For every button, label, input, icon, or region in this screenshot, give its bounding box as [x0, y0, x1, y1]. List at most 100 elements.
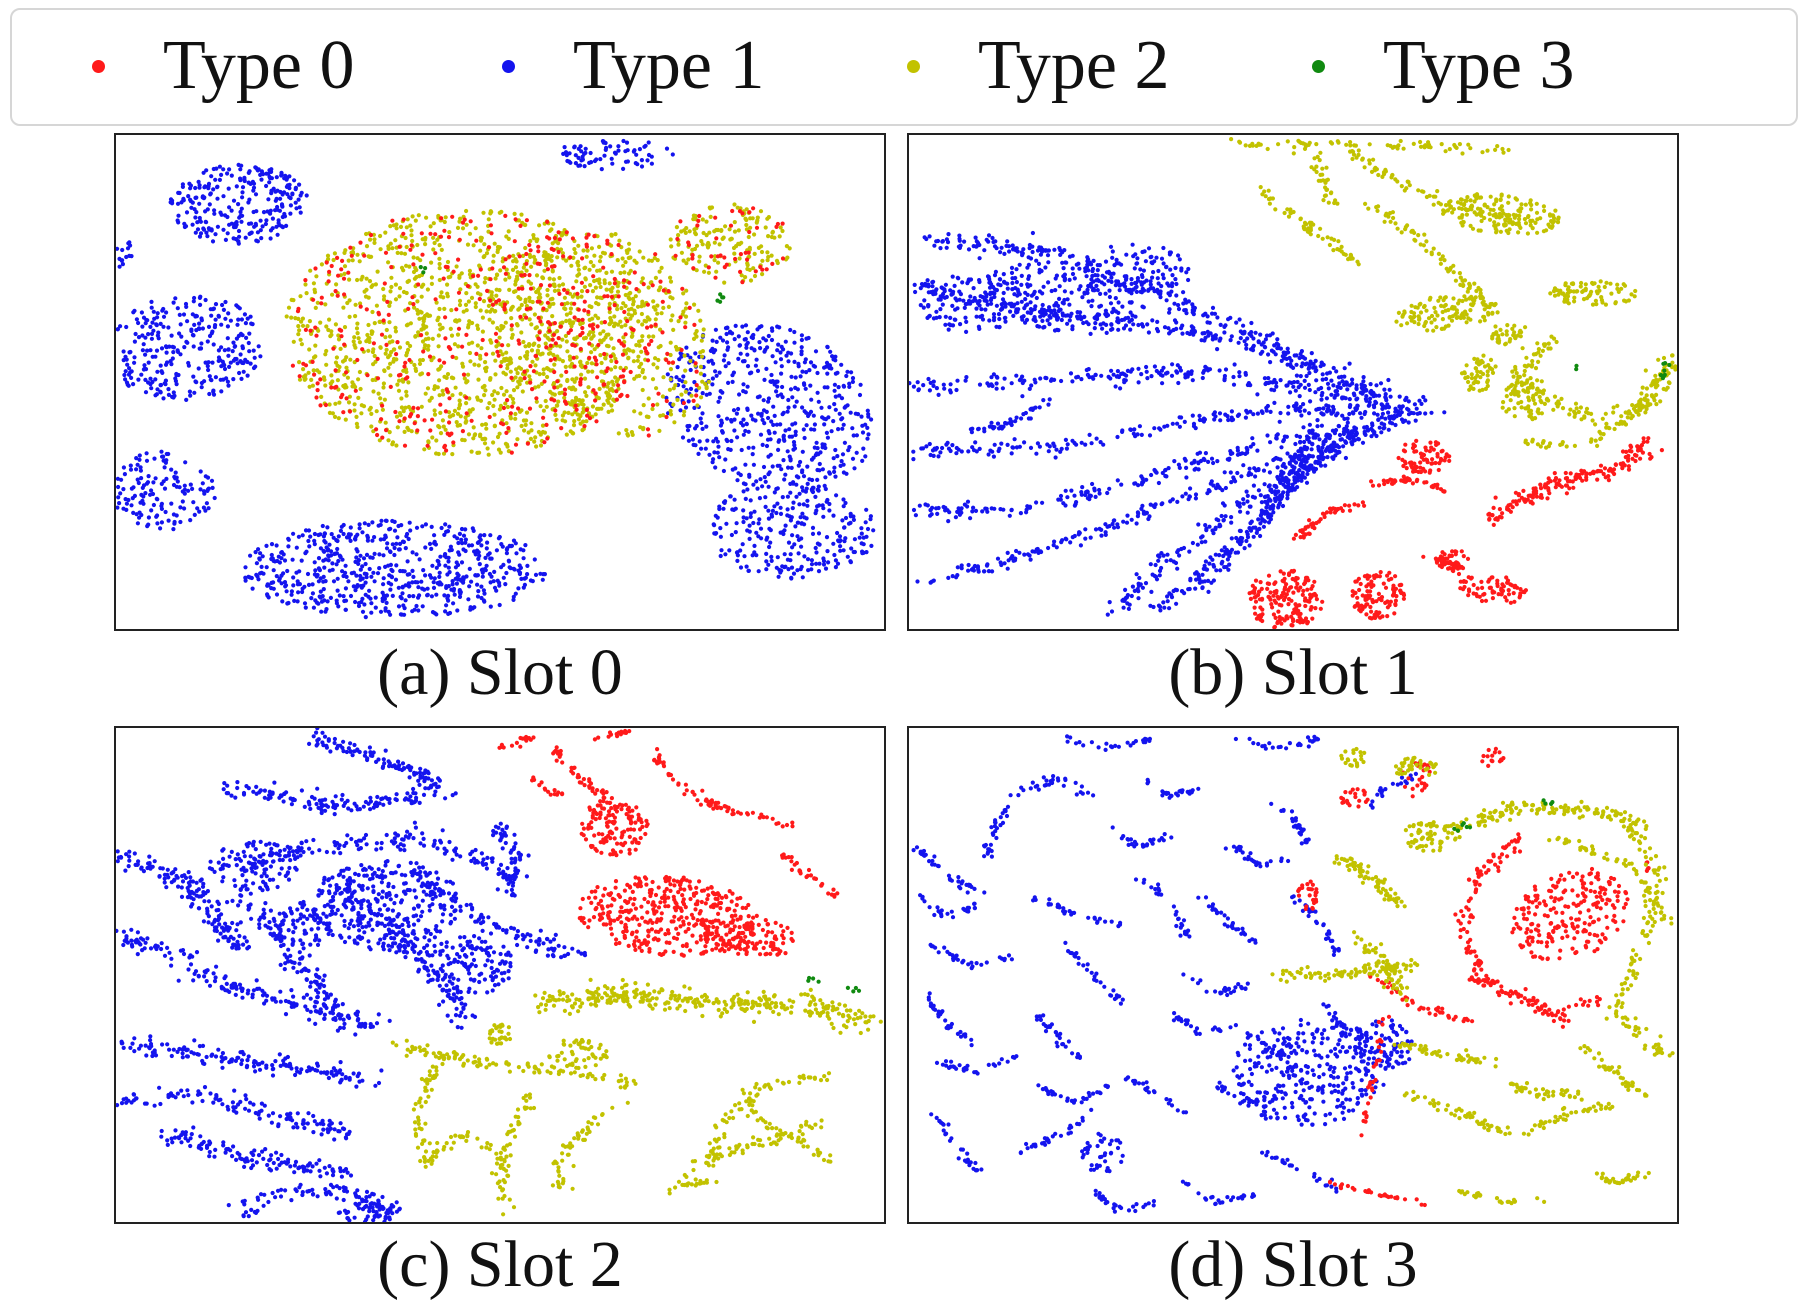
point-type-2 — [334, 355, 339, 360]
point-type-2 — [536, 289, 541, 294]
point-type-1 — [447, 548, 452, 553]
point-type-0 — [411, 262, 416, 267]
point-type-0 — [469, 418, 474, 423]
point-type-1 — [271, 568, 276, 573]
point-type-2 — [417, 316, 422, 321]
point-type-2 — [331, 257, 336, 263]
point-type-0 — [314, 333, 319, 338]
point-type-2 — [565, 301, 570, 306]
point-type-1 — [231, 198, 237, 203]
point-type-1 — [776, 447, 781, 452]
point-type-0 — [572, 315, 577, 320]
point-type-1 — [683, 405, 689, 410]
point-type-2 — [590, 404, 595, 409]
point-type-0 — [681, 400, 687, 406]
point-type-1 — [347, 535, 352, 540]
point-type-0 — [318, 403, 323, 408]
point-type-1 — [443, 522, 448, 527]
point-type-2 — [698, 364, 704, 369]
point-type-0 — [666, 360, 671, 365]
point-type-2 — [518, 355, 523, 361]
point-type-1 — [164, 476, 169, 481]
point-type-1 — [472, 549, 477, 554]
point-type-1 — [198, 469, 203, 474]
point-type-1 — [235, 304, 240, 309]
point-type-2 — [722, 280, 727, 285]
point-type-0 — [646, 433, 651, 438]
point-type-1 — [264, 543, 269, 548]
point-type-1 — [747, 371, 753, 376]
point-type-1 — [747, 536, 752, 541]
point-type-1 — [533, 572, 539, 577]
point-type-1 — [809, 397, 814, 402]
point-type-1 — [369, 574, 374, 579]
point-type-2 — [354, 414, 359, 419]
point-type-1 — [1251, 336, 1256, 341]
point-type-1 — [1167, 307, 1172, 312]
point-type-1 — [205, 475, 211, 480]
point-type-1 — [159, 503, 164, 509]
point-type-2 — [475, 326, 481, 331]
point-type-1 — [603, 140, 608, 146]
point-type-0 — [415, 428, 420, 433]
point-type-2 — [671, 402, 676, 407]
point-type-1 — [1280, 354, 1285, 359]
point-type-1 — [302, 601, 308, 606]
point-type-0 — [602, 294, 607, 299]
point-type-2 — [573, 395, 579, 400]
point-type-2 — [432, 412, 438, 417]
point-type-2 — [683, 380, 688, 385]
point-type-0 — [680, 286, 685, 291]
point-type-0 — [587, 341, 592, 346]
point-type-2 — [699, 354, 705, 359]
point-type-1 — [427, 541, 433, 546]
point-type-2 — [668, 408, 673, 414]
point-type-2 — [372, 321, 377, 326]
point-type-1 — [136, 320, 141, 326]
point-type-2 — [393, 282, 398, 287]
point-type-1 — [841, 384, 847, 389]
point-type-2 — [447, 414, 452, 419]
point-type-1 — [255, 168, 260, 173]
point-type-2 — [387, 303, 392, 308]
point-type-1 — [463, 540, 468, 545]
point-type-1 — [121, 465, 126, 470]
point-type-2 — [352, 408, 357, 413]
point-type-2 — [454, 355, 459, 361]
point-type-1 — [717, 504, 722, 509]
point-type-2 — [747, 254, 752, 259]
point-type-1 — [171, 390, 176, 395]
point-type-2 — [554, 417, 559, 422]
point-type-1 — [353, 599, 358, 605]
point-type-1 — [249, 230, 254, 235]
point-type-1 — [288, 211, 293, 216]
point-type-1 — [796, 463, 801, 468]
point-type-1 — [497, 583, 502, 588]
point-type-0 — [619, 341, 624, 346]
point-type-2 — [495, 249, 500, 255]
point-type-1 — [134, 456, 139, 461]
point-type-1 — [228, 360, 233, 365]
point-type-2 — [603, 356, 608, 361]
point-type-1 — [253, 192, 259, 197]
point-type-2 — [432, 408, 437, 413]
point-type-2 — [381, 297, 387, 302]
point-type-1 — [802, 382, 807, 387]
point-type-1 — [381, 553, 386, 558]
point-type-1 — [670, 152, 675, 157]
point-type-0 — [395, 340, 400, 345]
point-type-0 — [596, 342, 601, 348]
point-type-2 — [441, 392, 446, 397]
point-type-0 — [346, 270, 351, 275]
point-type-1 — [455, 608, 460, 613]
point-type-2 — [402, 429, 407, 434]
point-type-1 — [430, 610, 436, 615]
point-type-1 — [1238, 336, 1243, 341]
point-type-2 — [405, 217, 410, 222]
point-type-2 — [682, 353, 687, 358]
point-type-2 — [368, 237, 373, 242]
point-type-1 — [463, 548, 468, 554]
point-type-1 — [231, 377, 236, 382]
point-type-2 — [668, 377, 673, 382]
point-type-1 — [235, 361, 240, 366]
